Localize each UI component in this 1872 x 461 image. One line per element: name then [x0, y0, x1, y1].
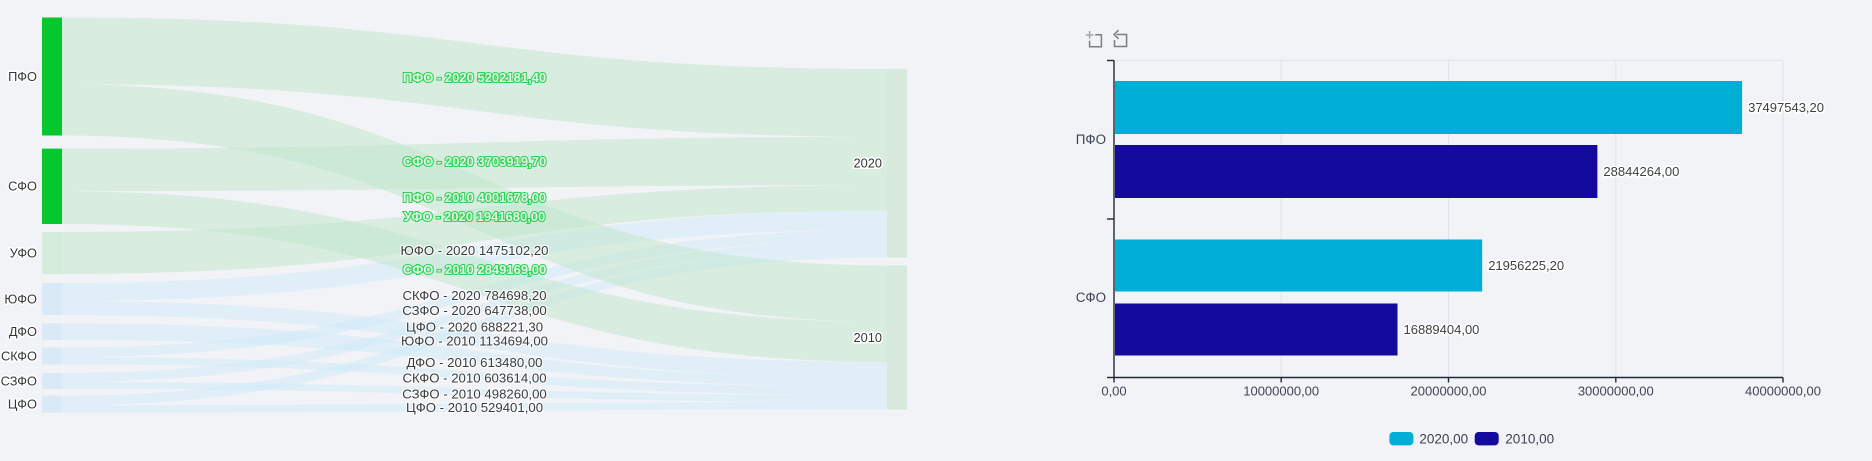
svg-text:ПФО: ПФО: [1076, 132, 1106, 147]
svg-text:УФО - 2020 1941680,00: УФО - 2020 1941680,00: [404, 209, 546, 224]
svg-text:СКФО - 2010 603614,00: СКФО - 2010 603614,00: [402, 371, 546, 386]
svg-text:УФО: УФО: [10, 245, 37, 260]
svg-text:СЗФО - 2020 647738,00: СЗФО - 2020 647738,00: [402, 303, 547, 318]
svg-text:СФО: СФО: [8, 179, 37, 194]
svg-text:2020: 2020: [854, 156, 882, 171]
svg-text:ЮФО - 2010 1134694,00: ЮФО - 2010 1134694,00: [401, 334, 548, 349]
svg-text:2010: 2010: [854, 330, 882, 345]
svg-text:ЦФО: ЦФО: [8, 397, 37, 412]
svg-text:ЮФО - 2020 1475102,20: ЮФО - 2020 1475102,20: [401, 243, 549, 258]
svg-text:30000000,00: 30000000,00: [1578, 384, 1654, 399]
svg-text:СФО: СФО: [1076, 290, 1106, 305]
svg-text:10000000,00: 10000000,00: [1243, 384, 1319, 399]
svg-text:20000000,00: 20000000,00: [1411, 384, 1487, 399]
svg-text:2020,00: 2020,00: [1419, 431, 1468, 446]
svg-text:ДФО: ДФО: [9, 324, 37, 339]
svg-text:37497543,20: 37497543,20: [1748, 100, 1824, 115]
svg-text:ЮФО: ЮФО: [4, 291, 37, 306]
svg-text:2010,00: 2010,00: [1505, 431, 1554, 446]
svg-text:ПФО - 2010 4001678,00: ПФО - 2010 4001678,00: [403, 190, 546, 205]
svg-text:СКФО - 2020 784698,20: СКФО - 2020 784698,20: [402, 288, 546, 303]
svg-text:СЗФО - 2010 498260,00: СЗФО - 2010 498260,00: [402, 386, 547, 401]
svg-text:ПФО - 2020 5202181,40: ПФО - 2020 5202181,40: [403, 70, 546, 85]
svg-text:СКФО: СКФО: [1, 348, 37, 363]
svg-text:СЗФО: СЗФО: [1, 373, 37, 388]
svg-text:21956225,20: 21956225,20: [1488, 258, 1564, 273]
svg-text:ЦФО - 2020 688221,30: ЦФО - 2020 688221,30: [406, 320, 543, 335]
svg-text:СФО - 2010 2849169,00: СФО - 2010 2849169,00: [403, 262, 546, 277]
svg-text:28844264,00: 28844264,00: [1603, 164, 1679, 179]
svg-text:0,00: 0,00: [1101, 384, 1126, 399]
svg-text:ПФО: ПФО: [8, 69, 37, 84]
svg-text:40000000,00: 40000000,00: [1745, 384, 1821, 399]
svg-text:16889404,00: 16889404,00: [1404, 322, 1480, 337]
svg-text:СФО - 2020 3703919,70: СФО - 2020 3703919,70: [403, 154, 546, 169]
svg-text:ДФО - 2010 613480,00: ДФО - 2010 613480,00: [407, 355, 543, 370]
svg-text:ЦФО - 2010 529401,00: ЦФО - 2010 529401,00: [406, 400, 543, 415]
